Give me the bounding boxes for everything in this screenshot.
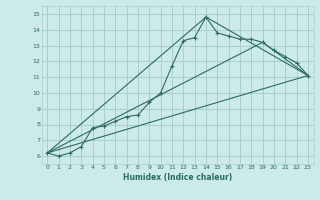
X-axis label: Humidex (Indice chaleur): Humidex (Indice chaleur) [123,173,232,182]
